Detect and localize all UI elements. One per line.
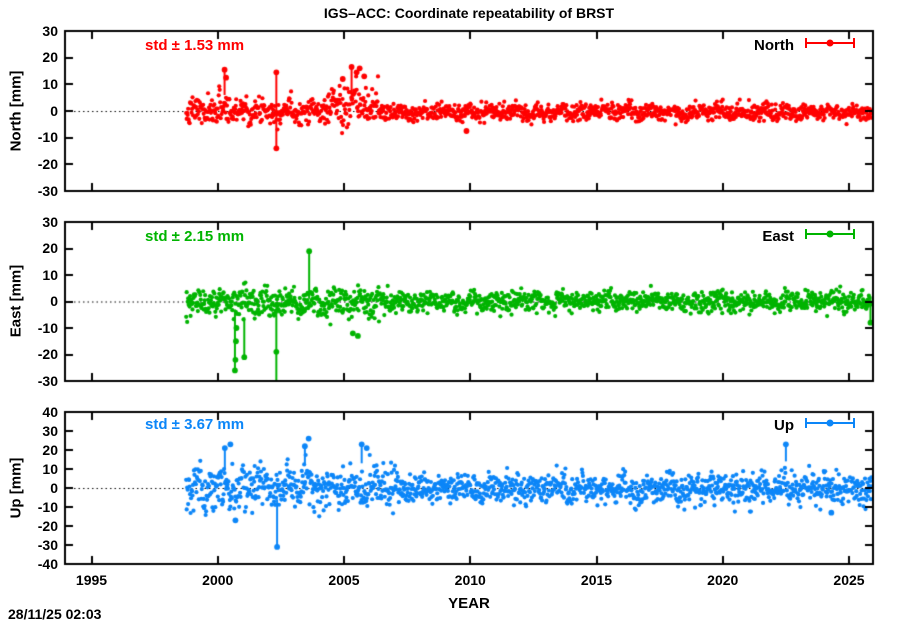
- x-axis-tick-label: 2005: [328, 572, 360, 588]
- std-annotation-up: std ± 3.67 mm: [145, 416, 245, 433]
- y-axis-tick-label: 20: [42, 441, 58, 458]
- y-axis-tick-label: 20: [42, 240, 58, 256]
- y-axis-tick-label: -30: [37, 372, 58, 389]
- legend-label-up: Up: [774, 416, 794, 434]
- errorbar-sample-icon: [803, 226, 857, 247]
- plot-timestamp: 28/11/25 02:03: [8, 606, 102, 622]
- y-axis-tick-label: 20: [42, 49, 58, 66]
- x-axis-label: YEAR: [448, 595, 490, 612]
- legend-label-east: East: [762, 227, 794, 245]
- std-annotation-north: std ± 1.53 mm: [145, 37, 245, 54]
- y-axis-tick-label: -10: [37, 319, 58, 336]
- y-axis-tick-label: 0: [50, 293, 58, 309]
- y-axis-tick-label: -10: [37, 129, 58, 146]
- x-axis-tick-label: 2025: [833, 572, 865, 588]
- x-axis-tick-label: 2010: [454, 572, 486, 588]
- legend-up: Up: [774, 415, 857, 436]
- x-axis-tick-label: 1995: [75, 572, 108, 588]
- y-axis-tick-label: -10: [37, 498, 58, 515]
- y-axis-tick-label: -20: [37, 346, 58, 362]
- chart-title: IGS–ACC: Coordinate repeatability of BRS…: [323, 5, 615, 21]
- y-axis-tick-label: -30: [37, 182, 58, 199]
- x-axis-tick-label: 2020: [707, 572, 739, 588]
- x-axis-tick-label: 2000: [202, 572, 234, 588]
- y-axis-tick-label: 0: [50, 479, 58, 496]
- y-axis-tick-label: 40: [42, 403, 58, 420]
- y-axis-tick-label: 10: [42, 460, 58, 477]
- y-axis-tick-label: 10: [42, 75, 58, 92]
- y-axis-tick-label: -20: [37, 517, 58, 534]
- y-axis-tick-label: -20: [37, 155, 58, 172]
- y-axis-tick-label: -30: [37, 536, 58, 553]
- y-axis-tick-label: -40: [37, 555, 58, 572]
- y-axis-tick-label: 10: [42, 266, 58, 283]
- y-axis-tick-label: 0: [50, 102, 58, 119]
- std-annotation-east: std ± 2.15 mm: [145, 228, 245, 245]
- legend-east: East: [762, 226, 857, 247]
- legend-label-north: North: [754, 36, 794, 54]
- y-axis-tick-label: 30: [42, 22, 58, 39]
- x-axis-tick-label: 2015: [580, 572, 613, 588]
- y-axis-tick-label: 30: [42, 213, 58, 230]
- errorbar-sample-icon: [803, 415, 857, 436]
- y-axis-tick-label: 30: [42, 422, 58, 439]
- errorbar-sample-icon: [803, 35, 857, 56]
- legend-north: North: [754, 35, 857, 56]
